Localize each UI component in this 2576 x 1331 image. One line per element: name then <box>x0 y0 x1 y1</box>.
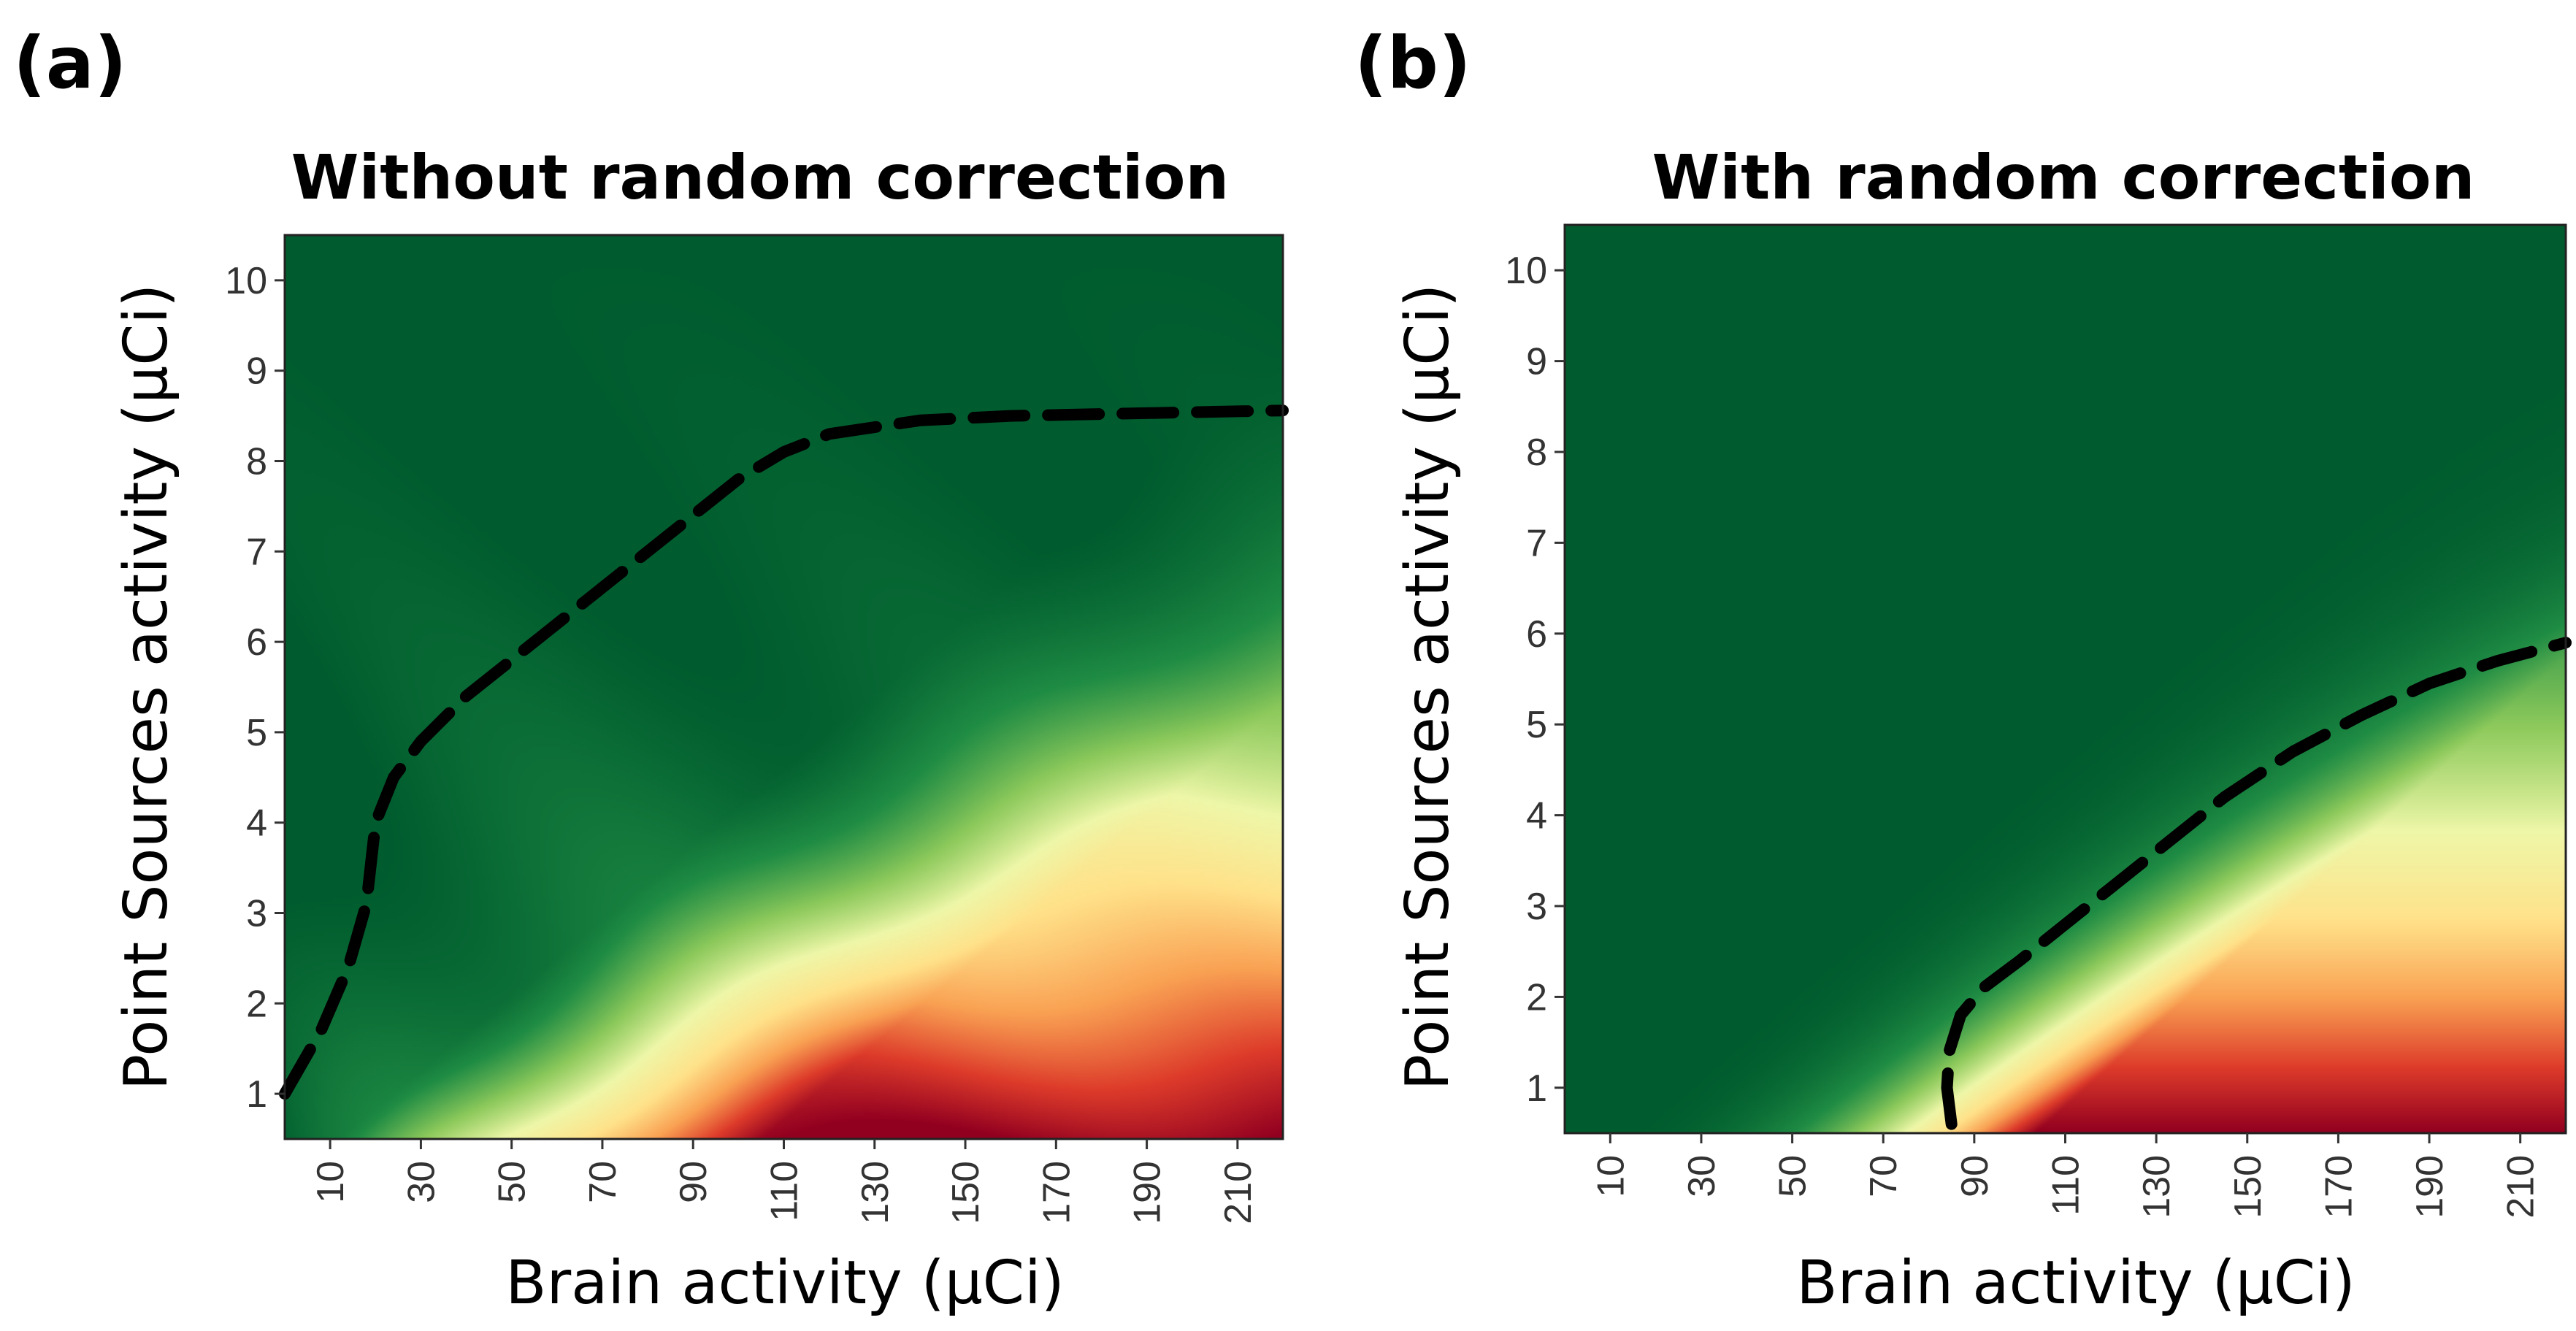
y-tick-label: 7 <box>1526 522 1547 564</box>
y-tick-label: 5 <box>1526 704 1547 746</box>
y-tick-label: 4 <box>1526 795 1547 837</box>
x-tick-label: 70 <box>582 1161 624 1203</box>
y-tick-label: 1 <box>1526 1067 1547 1110</box>
x-tick-label: 70 <box>1863 1155 1905 1197</box>
x-tick-label: 210 <box>2500 1155 2542 1219</box>
x-tick-label: 190 <box>2409 1155 2451 1219</box>
y-tick-label: 9 <box>1526 341 1547 383</box>
y-tick-label: 1 <box>246 1073 267 1116</box>
chart-title: With random correction <box>1652 142 2475 213</box>
y-tick-label: 5 <box>246 712 267 754</box>
x-tick-label: 30 <box>400 1161 442 1203</box>
heatmap-surface <box>1565 225 2566 1133</box>
contour-line <box>279 404 1289 1100</box>
y-tick-label: 8 <box>246 441 267 483</box>
y-tick-label: 4 <box>246 802 267 845</box>
x-axis-title: Brain activity (µCi) <box>505 1248 1065 1318</box>
panel-label: (b) <box>1354 22 1471 105</box>
panel-b: (b) With random correction 10 30 50 70 90 110… <box>1354 22 2572 1318</box>
x-tick-label: 110 <box>2045 1155 2088 1216</box>
plot-area: 10 30 50 70 90 110 130 150 170 190 210 1 2 3 4 5 6 7 8 9 10 <box>225 234 1289 1224</box>
x-tick-label: 50 <box>1772 1155 1814 1197</box>
y-axis-title: Point Sources activity (µCi) <box>1393 284 1463 1091</box>
x-tick-label: 170 <box>2318 1155 2360 1219</box>
x-tick-label: 150 <box>2227 1155 2269 1219</box>
x-tick-label: 150 <box>945 1161 987 1224</box>
x-tick-label: 50 <box>491 1161 534 1203</box>
panel-label: (a) <box>13 22 127 105</box>
x-tick-label: 10 <box>1590 1155 1632 1197</box>
x-axis-title: Brain activity (µCi) <box>1796 1248 2355 1318</box>
y-tick-label: 2 <box>1526 976 1547 1019</box>
y-axis-title: Point Sources activity (µCi) <box>112 284 181 1091</box>
x-tick-label: 90 <box>1954 1155 1996 1197</box>
x-tick-label: 10 <box>310 1161 352 1203</box>
y-tick-label: 10 <box>225 260 267 302</box>
heatmap-surface <box>285 235 1283 1139</box>
y-tick-label: 6 <box>246 621 267 664</box>
y-tick-label: 3 <box>1526 886 1547 928</box>
x-tick-label: 170 <box>1035 1161 1078 1224</box>
y-tick-label: 2 <box>246 983 267 1025</box>
y-tick-label: 9 <box>246 350 267 393</box>
x-tick-label: 130 <box>2136 1155 2178 1219</box>
x-tick-label: 210 <box>1217 1161 1260 1224</box>
chart-title: Without random correction <box>291 142 1229 213</box>
x-tick-label: 110 <box>764 1161 806 1221</box>
x-tick-label: 130 <box>854 1161 897 1224</box>
x-tick-label: 90 <box>672 1161 715 1203</box>
x-tick-label: 190 <box>1127 1161 1169 1224</box>
y-tick-label: 3 <box>246 893 267 935</box>
plot-area: 10 30 50 70 90 110 130 150 170 190 210 1 2 3 4 5 6 7 8 9 10 <box>1505 223 2572 1219</box>
panel-a: (a) Without random correction 10 30 50 70 90… <box>13 22 1289 1318</box>
x-tick-label: 30 <box>1681 1155 1723 1197</box>
y-tick-label: 8 <box>1526 431 1547 474</box>
y-tick-label: 7 <box>246 531 267 573</box>
y-tick-label: 10 <box>1505 250 1547 292</box>
y-tick-label: 6 <box>1526 613 1547 656</box>
contour-line <box>1941 637 2572 1130</box>
